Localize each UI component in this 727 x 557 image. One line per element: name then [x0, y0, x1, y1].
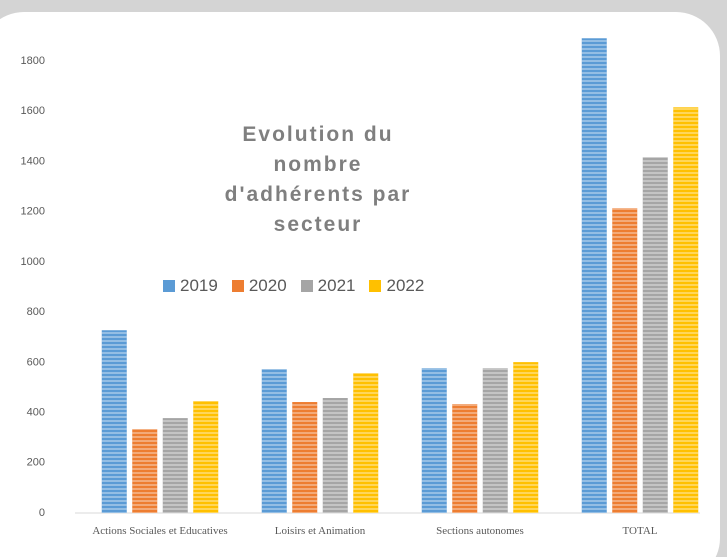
y-tick-label: 400	[27, 406, 45, 418]
legend-item: 2021	[300, 276, 356, 296]
y-tick-label: 600	[27, 356, 45, 368]
bar-texture	[162, 418, 188, 513]
bar-texture	[452, 404, 478, 513]
y-tick-label: 0	[39, 507, 45, 519]
bar-texture	[101, 330, 127, 513]
legend-label: 2022	[386, 276, 425, 295]
bar-texture	[322, 398, 348, 513]
y-tick-label: 200	[27, 457, 45, 469]
x-tick-label: Loisirs et Animation	[274, 525, 366, 537]
bar-texture	[642, 157, 668, 513]
chart-title: Evolution du nombre d'adhérents par sect…	[224, 123, 412, 236]
legend-label: 2019	[180, 276, 218, 295]
y-tick-label: 1800	[21, 55, 45, 67]
legend-item: 2019	[163, 276, 218, 296]
y-tick-label: 1600	[21, 105, 45, 117]
bar-texture	[292, 402, 318, 513]
bar-texture	[513, 362, 539, 513]
legend: 2019 2020 2021 2022	[163, 276, 424, 296]
bar-texture	[193, 401, 219, 513]
bar-texture	[612, 208, 638, 513]
bar-texture	[132, 429, 158, 513]
y-tick-label: 800	[27, 306, 45, 318]
y-tick-label: 1200	[21, 206, 45, 218]
legend-label: 2020	[248, 276, 287, 295]
y-tick-label: 1400	[21, 155, 45, 167]
x-tick-label: Sections autonomes	[436, 525, 524, 537]
x-tick-label: TOTAL	[622, 525, 658, 537]
legend-item: 2020	[231, 276, 287, 296]
bar-texture	[482, 368, 508, 513]
bar-texture	[421, 368, 447, 513]
y-tick-label: 1000	[21, 256, 45, 268]
legend-swatch	[231, 280, 244, 292]
legend-swatch	[300, 280, 313, 292]
legend-item: 2022	[369, 276, 424, 296]
legend-swatch	[369, 280, 382, 292]
bar-texture	[261, 369, 287, 513]
bar-texture	[581, 38, 607, 514]
bar-texture	[673, 107, 699, 513]
legend-label: 2021	[317, 276, 356, 295]
legend-swatch	[163, 280, 175, 292]
x-tick-label: Actions Sociales et Educatives	[92, 525, 228, 537]
bar-texture	[353, 373, 379, 513]
